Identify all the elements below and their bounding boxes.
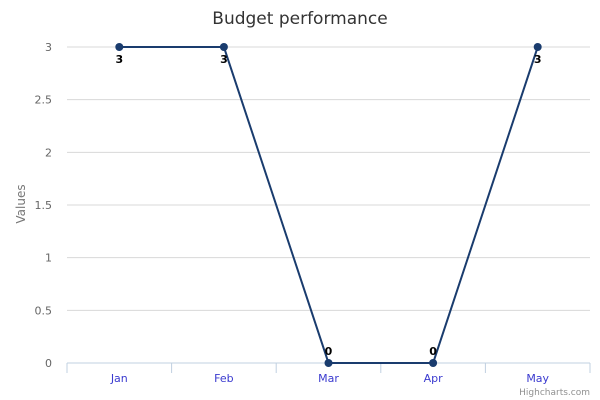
x-tick-label: Apr — [424, 372, 444, 385]
y-tick-label: 0.5 — [35, 304, 53, 317]
x-tick-label: Feb — [214, 372, 233, 385]
data-point[interactable] — [429, 359, 438, 367]
x-tick-label: May — [526, 372, 549, 385]
data-point[interactable] — [115, 43, 124, 51]
data-label: 3 — [534, 53, 542, 66]
x-tick-label: Mar — [318, 372, 339, 385]
data-label: 3 — [115, 53, 123, 66]
data-label: 0 — [325, 345, 333, 358]
x-axis-ticks: Jan Feb Mar Apr May — [110, 372, 550, 385]
y-axis-title: Values — [14, 184, 28, 223]
y-tick-label: 0 — [45, 357, 52, 370]
data-label: 3 — [220, 53, 228, 66]
y-tick-label: 2 — [45, 146, 52, 159]
chart-title: Budget performance — [212, 9, 387, 29]
gridlines — [67, 46, 590, 311]
x-tick-label: Jan — [110, 372, 128, 385]
data-labels: 3 3 0 0 3 — [115, 53, 541, 358]
data-point[interactable] — [324, 359, 333, 367]
data-point[interactable] — [533, 43, 542, 51]
y-tick-label: 3 — [45, 41, 52, 54]
y-tick-label: 1.5 — [35, 199, 53, 212]
y-tick-label: 2.5 — [35, 94, 53, 107]
data-label: 0 — [429, 345, 437, 358]
series-layer — [115, 43, 542, 367]
y-tick-label: 1 — [45, 252, 52, 265]
credits-link[interactable]: Highcharts.com — [519, 388, 590, 398]
y-axis-ticks: 0 0.5 1 1.5 2 2.5 3 — [35, 41, 53, 370]
data-point[interactable] — [219, 43, 228, 51]
